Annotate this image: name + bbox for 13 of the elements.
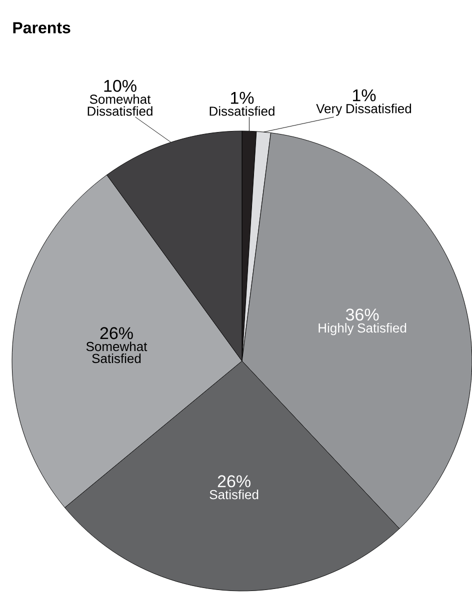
slice-label: Highly Satisfied: [318, 323, 406, 336]
slice-label: Somewhat Satisfied: [86, 342, 148, 364]
slice-label: Somewhat Dissatisfied: [88, 94, 152, 116]
data-label: 26%: [218, 475, 250, 488]
data-label: 10%: [104, 80, 136, 92]
data-label: 1%: [352, 89, 376, 102]
data-label: 26%: [100, 327, 133, 340]
data-label: 1%: [230, 92, 254, 104]
slice-label: Dissatisfied: [210, 106, 274, 116]
slice-label: Satisfied: [210, 490, 258, 500]
slice-label: Very Dissatisfied: [316, 104, 411, 116]
data-label: 36%: [346, 308, 379, 321]
chart-title: Parents: [13, 22, 70, 34]
